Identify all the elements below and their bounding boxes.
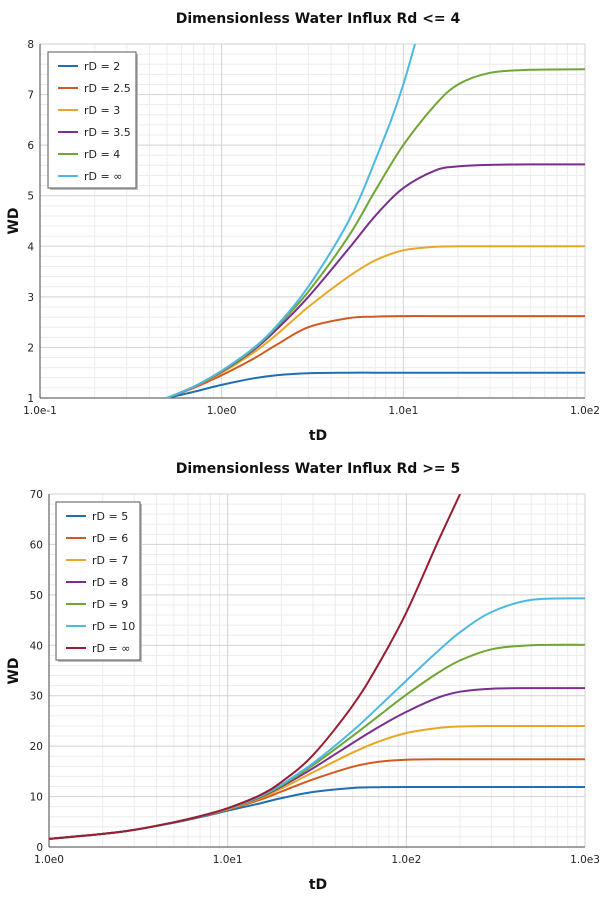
chart-2-plot: 1.0e0 1.0e1 1.0e2 1.0e3 0 10 20 30 40 50 60 70 rD = … [30, 489, 600, 866]
chart-2-y-tick-label: 10 [30, 792, 43, 804]
chart-2-y-tick-label: 40 [30, 640, 43, 652]
chart-1-y-tick-label: 5 [27, 191, 34, 203]
chart-1-y-tick-label: 2 [27, 342, 34, 354]
chart-1-legend-label: rD = ∞ [84, 170, 122, 183]
chart-2-legend: rD = 5 rD = 6 rD = 7 rD = 8 rD = 9 rD = 10 rD … [55, 501, 142, 662]
chart-1-legend-box [47, 51, 137, 189]
chart-2-x-tick-label: 1.0e2 [391, 854, 421, 866]
chart-1-y-tick-label: 6 [27, 140, 34, 152]
chart-1-y-tick-label: 4 [27, 241, 34, 253]
chart-1-y-tick-label: 1 [27, 393, 34, 405]
chart-1-series-group [166, 44, 585, 398]
chart-1-series-line-4 [166, 163, 585, 398]
chart-1-series-line-6 [166, 44, 417, 398]
chart-1-legend-label: rD = 2 [84, 60, 120, 73]
chart-1-y-axis-label: WD [6, 207, 22, 234]
chart-1-x-tick-label: 1.0e1 [388, 405, 418, 417]
chart-2-legend-label: rD = 10 [92, 620, 135, 633]
chart-2-series-line-7 [49, 494, 462, 840]
chart-1-series-line-3 [166, 245, 585, 398]
chart-1-legend: rD = 2 rD = 2.5 rD = 3 rD = 3.5 rD = 4 rD = ∞ [47, 51, 138, 190]
chart-1-series-line-5 [166, 68, 585, 398]
chart-2-x-tick-label: 1.0e0 [34, 854, 64, 866]
chart-2-series-line-3 [49, 724, 585, 840]
chart-2-legend-label: rD = 9 [92, 598, 128, 611]
chart-2-series-group [49, 494, 585, 840]
chart-1-legend-label: rD = 3.5 [84, 126, 131, 139]
chart-2-series-line-5 [49, 643, 585, 840]
chart-2-x-axis-label: tD [309, 877, 327, 893]
chart-1-x-tick-label: 1.0e-1 [23, 405, 57, 417]
chart-2-legend-label: rD = 8 [92, 576, 128, 589]
chart-1-x-tick-label: 1.0e2 [570, 405, 600, 417]
chart-2-legend-label: rD = ∞ [92, 642, 130, 655]
chart-2-y-tick-label: 70 [30, 489, 43, 501]
chart-2-y-tick-label: 30 [30, 691, 43, 703]
chart-1-x-axis-label: tD [309, 428, 327, 444]
chart-2-y-tick-label: 0 [36, 842, 43, 854]
chart-2-y-axis-label: WD [6, 657, 22, 684]
chart-2-legend-label: rD = 5 [92, 510, 128, 523]
chart-2-y-tick-label: 50 [30, 590, 43, 602]
chart-2-legend-label: rD = 6 [92, 532, 128, 545]
chart-2-y-tick-label: 60 [30, 539, 43, 551]
chart-1-title: Dimensionless Water Influx Rd <= 4 [176, 11, 461, 27]
chart-1-y-tick-label: 3 [27, 292, 34, 304]
chart-1-legend-label: rD = 3 [84, 104, 120, 117]
chart-1-legend-label: rD = 2.5 [84, 82, 131, 95]
chart-1-series-line-1 [166, 371, 585, 398]
chart-2-y-tick-label: 20 [30, 741, 43, 753]
chart-1-legend-label: rD = 4 [84, 148, 120, 161]
chart-2-x-tick-label: 1.0e3 [570, 854, 600, 866]
chart-2-x-tick-label: 1.0e1 [213, 854, 243, 866]
chart-2-legend-label: rD = 7 [92, 554, 128, 567]
chart-2-title: Dimensionless Water Influx Rd >= 5 [176, 461, 461, 477]
chart-1-series-line-2 [166, 315, 585, 398]
chart-1-y-tick-label: 7 [27, 90, 34, 102]
chart-1-y-tick-label: 8 [27, 39, 34, 51]
chart-1-x-tick-label: 1.0e0 [207, 405, 237, 417]
